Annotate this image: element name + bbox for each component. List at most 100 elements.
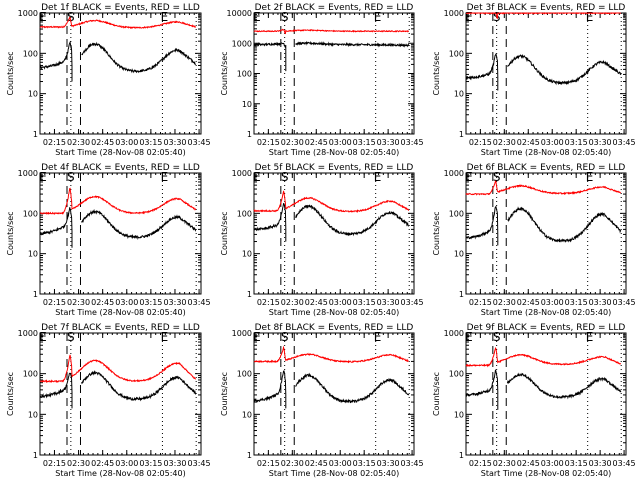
lld-series-line (466, 12, 622, 19)
x-tick-label: 03:15 (139, 298, 162, 307)
x-tick-label: 03:00 (115, 298, 138, 307)
y-tick-label: 10 (242, 410, 252, 419)
events-series-line-segment-1 (39, 207, 73, 248)
marker-label-e: E (253, 330, 261, 344)
y-tick-label: 1 (33, 451, 38, 460)
x-axis-label: Start Time (28-Nov-08 02:05:40) (269, 148, 399, 157)
x-tick-label: 02:45 (517, 459, 540, 468)
lld-series-line (39, 187, 197, 216)
marker-label-e: E (39, 10, 47, 24)
events-series-line-segment-1 (465, 369, 499, 410)
panel-det-8: Det 8f BLACK = Events, RED = LLD 1 10 100 10… (220, 323, 424, 478)
marker-label-e: E (586, 170, 594, 184)
x-axis-label: Start Time (28-Nov-08 02:05:40) (481, 148, 611, 157)
x-tick-label: 03:15 (139, 459, 162, 468)
x-tick-label: 02:30 (493, 138, 516, 147)
y-tick-label: 100 (23, 49, 38, 58)
events-series-line-segment-2 (81, 370, 197, 402)
y-tick-label: 1000 (232, 329, 252, 338)
x-axis-label: Start Time (28-Nov-08 02:05:40) (481, 469, 611, 478)
y-tick-label: 10 (242, 250, 252, 259)
x-tick-label: 03:00 (329, 459, 352, 468)
panel-title: Det 1f BLACK = Events, RED = LLD (41, 3, 200, 13)
y-tick-label: 1000 (18, 9, 38, 18)
x-tick-label: 03:00 (541, 138, 564, 147)
y-tick-label: 1 (247, 290, 252, 299)
x-tick-label: 03:30 (589, 138, 612, 147)
x-tick-label: 03:30 (377, 298, 400, 307)
marker-label-s: S (281, 10, 289, 24)
y-tick-label: 1 (33, 130, 38, 139)
x-tick-label: 03:15 (565, 298, 588, 307)
x-tick-label: 03:00 (115, 459, 138, 468)
y-tick-label: 10 (454, 410, 464, 419)
lld-series-line (253, 190, 410, 214)
y-tick-label: 10 (454, 250, 464, 259)
lld-series-line (39, 16, 197, 30)
y-tick-label: 100 (23, 370, 38, 379)
y-tick-label: 100 (449, 209, 464, 218)
x-tick-label: 03:30 (377, 459, 400, 468)
marker-label-s: S (67, 330, 75, 344)
x-tick-label: 03:00 (541, 459, 564, 468)
x-tick-label: 03:30 (163, 138, 186, 147)
marker-label-e: E (253, 10, 261, 24)
x-tick-label: 02:30 (67, 298, 90, 307)
x-tick-label: 02:45 (517, 138, 540, 147)
x-tick-label: 03:15 (353, 138, 376, 147)
marker-label-e: E (465, 330, 473, 344)
y-axis-label: Counts/sec (220, 372, 229, 416)
events-series-line-segment-2 (81, 208, 197, 241)
y-tick-label: 1 (459, 451, 464, 460)
events-series-line-segment-2 (506, 372, 622, 400)
marker-label-e: E (253, 170, 261, 184)
y-tick-label: 1 (247, 451, 252, 460)
y-tick-label: 1000 (444, 329, 464, 338)
x-tick-label: 03:45 (401, 138, 424, 147)
panel-det-5: Det 5f BLACK = Events, RED = LLD 1 10 100 10… (220, 163, 424, 317)
marker-label-e: E (374, 10, 382, 24)
y-tick-label: 1 (33, 290, 38, 299)
x-tick-label: 02:30 (67, 138, 90, 147)
plot-frame (465, 332, 627, 456)
x-tick-label: 02:15 (43, 459, 66, 468)
x-tick-label: 02:45 (91, 298, 114, 307)
panel-title: Det 2f BLACK = Events, RED = LLD (255, 3, 414, 13)
x-tick-label: 03:45 (613, 459, 636, 468)
plot-frame (253, 332, 415, 456)
plot-frame (253, 172, 415, 295)
x-axis-label: Start Time (28-Nov-08 02:05:40) (269, 469, 399, 478)
y-axis-label: Counts/sec (6, 372, 15, 416)
x-tick-label: 02:15 (43, 138, 66, 147)
marker-label-e: E (161, 10, 169, 24)
x-tick-label: 03:15 (565, 459, 588, 468)
panel-det-4: Det 4f BLACK = Events, RED = LLD 1 10 100 10… (6, 163, 211, 317)
panel-title: Det 5f BLACK = Events, RED = LLD (255, 163, 414, 173)
x-tick-label: 02:45 (91, 459, 114, 468)
x-axis-label: Start Time (28-Nov-08 02:05:40) (269, 308, 399, 317)
events-series-line-segment-2 (295, 372, 410, 404)
x-tick-label: 03:00 (115, 138, 138, 147)
y-axis-label: Counts/sec (220, 51, 229, 95)
y-tick-label: 1000 (18, 169, 38, 178)
y-tick-label: 10 (454, 90, 464, 99)
events-series-line-segment-1 (466, 205, 499, 246)
panel-det-6: Det 6f BLACK = Events, RED = LLD 1 10 100 10… (432, 163, 636, 317)
marker-label-e: E (465, 10, 473, 24)
x-tick-label: 03:45 (188, 459, 211, 468)
y-tick-label: 10 (28, 90, 38, 99)
y-tick-label: 1000 (18, 329, 38, 338)
x-tick-label: 02:45 (305, 459, 328, 468)
lld-series-line (39, 354, 197, 384)
panel-title: Det 9f BLACK = Events, RED = LLD (467, 323, 626, 333)
marker-label-e: E (161, 170, 169, 184)
marker-label-e: E (586, 10, 594, 24)
y-tick-label: 1 (247, 130, 252, 139)
x-tick-label: 03:30 (163, 298, 186, 307)
events-series-line-segment-2 (507, 53, 622, 86)
y-tick-label: 1000 (444, 9, 464, 18)
marker-label-s: S (281, 170, 289, 184)
x-tick-label: 03:45 (613, 138, 636, 147)
y-axis-label: Counts/sec (6, 51, 15, 95)
y-tick-label: 10 (242, 100, 252, 109)
